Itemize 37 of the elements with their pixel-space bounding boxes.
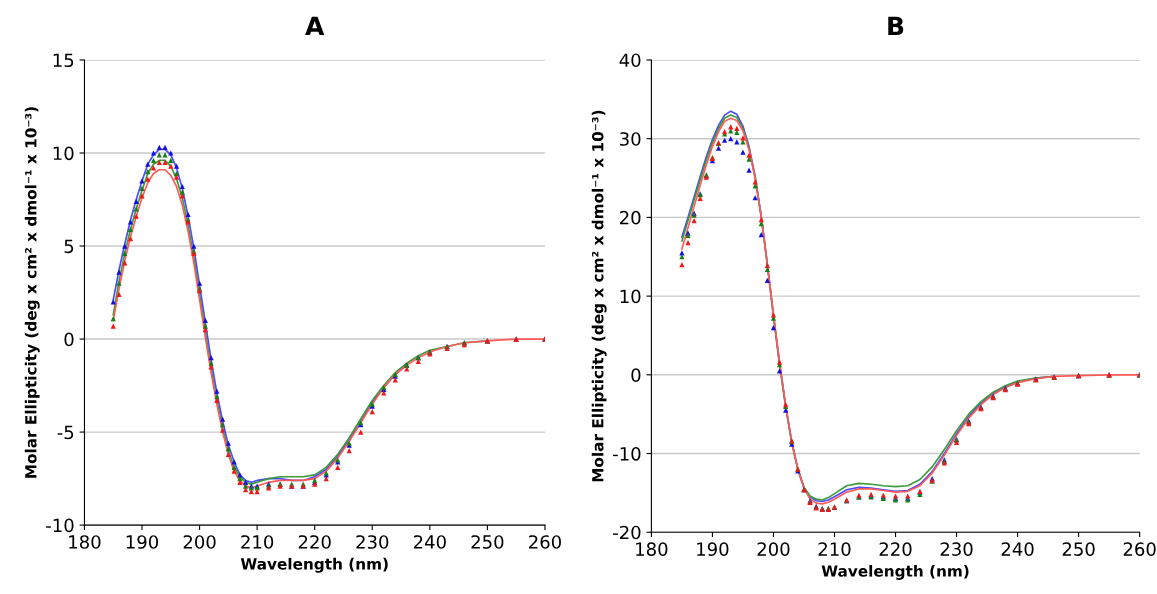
y-tick-label: 40: [619, 53, 641, 68]
x-tick-label: 210: [818, 542, 851, 556]
y-tick-label: 5: [64, 239, 74, 254]
x-tick-label: 240: [1001, 542, 1034, 556]
y-tick-label: 10: [620, 289, 641, 304]
x-axis-title: Wavelength (nm): [240, 557, 388, 573]
y-tick-label: 10: [53, 146, 74, 161]
y-tick-label: 20: [620, 210, 641, 225]
x-tick-label: 210: [241, 535, 274, 549]
y-axis-title: Molar Ellipticity (deg x cm² x dmol⁻¹ x 10⁻³): [591, 110, 607, 482]
x-axis-title: Wavelength (nm): [821, 564, 969, 580]
chart-title: B: [888, 16, 904, 35]
y-axis-title: Molar Ellipticity (deg x cm² x dmol⁻¹ x 10⁻³): [24, 107, 40, 478]
x-tick-label: 230: [940, 542, 973, 556]
y-tick-label: 30: [620, 132, 641, 146]
x-tick-label: 180: [69, 535, 101, 549]
y-tick-label: -10: [613, 446, 641, 461]
x-tick-label: 240: [413, 535, 446, 549]
x-tick-label: 250: [1062, 542, 1095, 556]
x-tick-label: 250: [471, 535, 504, 549]
x-tick-label: 200: [183, 535, 216, 549]
x-tick-label: 180: [636, 542, 668, 556]
x-tick-label: 230: [356, 535, 389, 549]
y-tick-label: -10: [46, 518, 74, 533]
y-tick-label: -5: [57, 425, 74, 440]
x-tick-label: 190: [697, 542, 729, 556]
chart-title: A: [305, 16, 325, 35]
x-tick-label: 260: [529, 535, 561, 549]
x-tick-label: 260: [1123, 542, 1156, 556]
y-tick-label: 0: [631, 368, 641, 382]
x-tick-label: 200: [757, 542, 790, 556]
y-tick-label: 0: [64, 332, 74, 347]
y-tick-label: -20: [613, 525, 641, 540]
x-tick-label: 190: [126, 535, 159, 549]
x-tick-label: 220: [879, 542, 912, 556]
y-tick-label: 15: [53, 53, 74, 68]
x-tick-label: 220: [298, 535, 331, 549]
